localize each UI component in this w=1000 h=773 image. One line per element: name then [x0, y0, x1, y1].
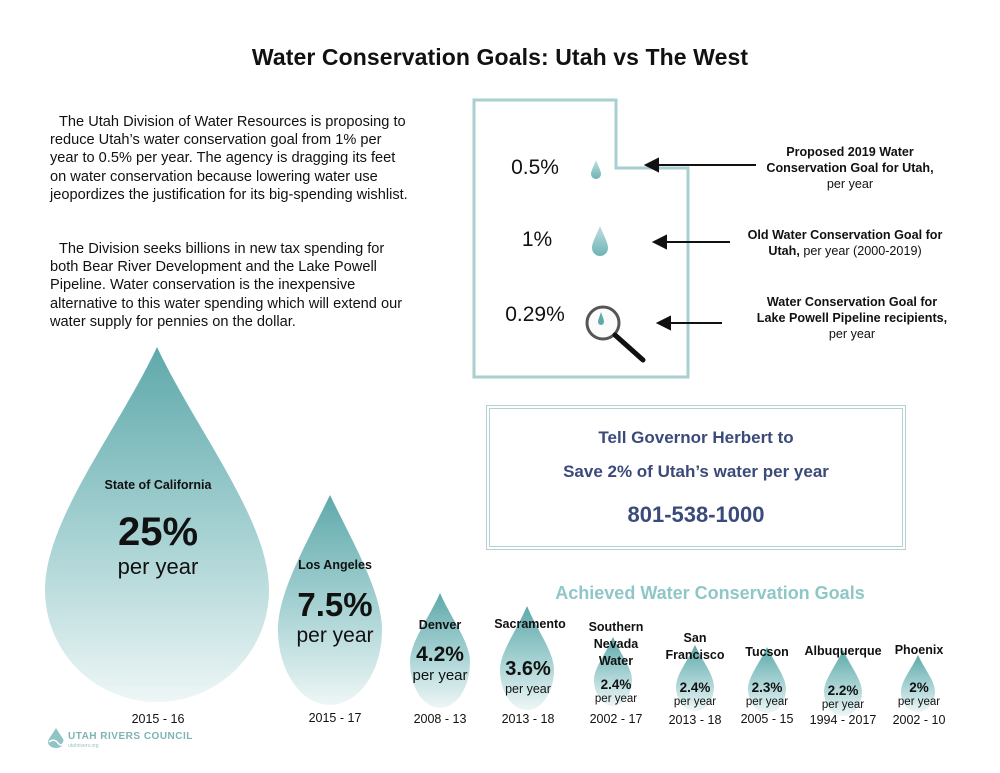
utah-goal-label: Water Conservation Goal for Lake Powell …: [756, 295, 948, 341]
drop-unit: per year: [594, 693, 638, 705]
cta-line-1: Tell Governor Herbert to: [598, 428, 794, 447]
drop-unit: per year: [821, 699, 865, 711]
drop-value: 25%: [117, 510, 199, 554]
drop-southern-nevada-icon: [594, 637, 632, 706]
drop-value: 4.2%: [416, 643, 464, 666]
drop-years: 2008 - 13: [413, 712, 467, 726]
achieved-heading: Achieved Water Conservation Goals: [555, 583, 865, 603]
drop-years: 2015 - 16: [131, 712, 185, 726]
drop-value: 2%: [909, 680, 929, 695]
magnifier-icon: [585, 305, 646, 363]
drop-years: 2005 - 15: [740, 712, 794, 726]
drop-years: 2002 - 17: [589, 712, 643, 726]
utah-goal-percent: 0.5%: [511, 156, 559, 179]
drop-los-angeles-icon: [278, 495, 382, 705]
drop-years: 1994 - 2017: [809, 713, 877, 727]
drop-value: 2.3%: [751, 680, 783, 695]
drop-california-icon: [45, 347, 269, 702]
utah-goal-label: Old Water Conservation Goal for Utah, pe…: [747, 228, 943, 258]
utah-goal-percent: 1%: [521, 228, 553, 251]
drop-tucson-icon: [748, 647, 786, 713]
drop-phoenix-icon: [901, 655, 935, 712]
drop-city-name: Southern Nevada Water: [588, 620, 644, 668]
drop-unit: per year: [745, 696, 789, 708]
utah-goal-label: Proposed 2019 Water Conservation Goal fo…: [766, 145, 934, 191]
drop-medium-icon: [592, 226, 608, 256]
drop-unit: per year: [505, 682, 551, 696]
call-to-action-box: Tell Governor Herbert to Save 2% of Utah…: [486, 405, 906, 550]
intro-paragraph-2: The Division seeks billions in new tax s…: [50, 241, 403, 330]
drop-san-francisco-icon: [676, 645, 714, 711]
drop-value: 7.5%: [297, 586, 373, 623]
drop-unit: per year: [117, 554, 199, 579]
drop-years: 2013 - 18: [668, 713, 722, 727]
utah-rivers-council-logo-icon: [48, 728, 65, 748]
drop-city-name: Albuquerque: [804, 644, 882, 658]
page-title: Water Conservation Goals: Utah vs The We…: [251, 44, 749, 70]
drop-city-name: State of California: [104, 478, 212, 492]
drop-value: 2.4%: [600, 677, 632, 692]
drop-value: 3.6%: [505, 658, 551, 680]
drop-years: 2002 - 10: [892, 713, 946, 727]
utah-map-outline: [472, 98, 756, 379]
drop-unit: per year: [897, 696, 941, 708]
drop-years: 2015 - 17: [308, 711, 362, 725]
drop-city-name: San Francisco: [665, 631, 725, 662]
drop-city-name: Los Angeles: [298, 558, 372, 572]
drop-sacramento-icon: [500, 606, 554, 710]
drop-value: 2.2%: [827, 683, 859, 698]
arrow-icon: [643, 157, 756, 331]
drop-albuquerque-icon: [824, 650, 862, 716]
drop-city-name: Tucson: [745, 645, 789, 659]
logo-subtitle: utahrivers.org: [68, 743, 99, 749]
drop-years: 2013 - 18: [501, 712, 555, 726]
cta-line-2: Save 2% of Utah’s water per year: [563, 462, 829, 481]
drop-unit: per year: [412, 667, 468, 684]
drop-city-name: Sacramento: [494, 617, 566, 631]
logo-name: UTAH RIVERS COUNCIL: [68, 731, 193, 742]
cta-phone[interactable]: 801-538-1000: [627, 502, 765, 527]
intro-paragraph-1: The Utah Division of Water Resources is …: [50, 114, 408, 203]
drop-denver-icon: [410, 593, 470, 708]
drop-value: 2.4%: [679, 680, 711, 695]
drop-unit: per year: [673, 696, 717, 708]
utah-goal-percent: 0.29%: [505, 303, 565, 326]
drop-city-name: Phoenix: [894, 643, 944, 657]
drop-city-name: Denver: [418, 618, 462, 632]
drop-small-icon: [591, 160, 601, 179]
drop-unit: per year: [296, 624, 374, 647]
